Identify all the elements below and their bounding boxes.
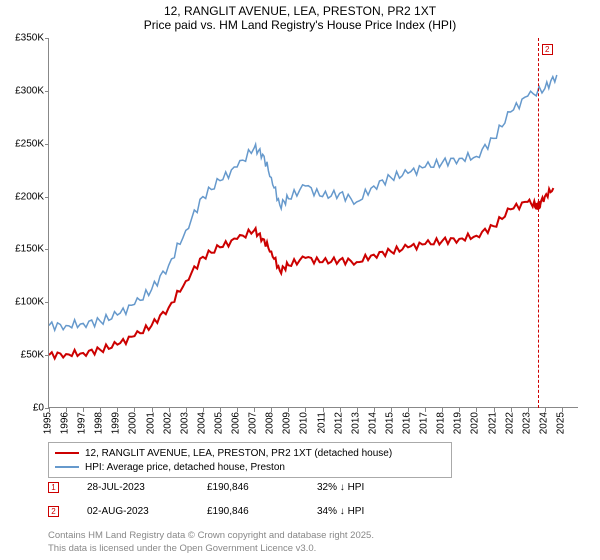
x-tick-label: 2005 [213,412,224,434]
x-tick-label: 2015 [384,412,395,434]
x-tick-label: 2002 [162,412,173,434]
x-tick-label: 2001 [145,412,156,434]
x-tick-label: 2016 [402,412,413,434]
marker-num-1: 1 [51,483,55,492]
y-tick-mark [45,91,49,92]
x-tick-label: 2006 [231,412,242,434]
x-tick-label: 2020 [470,412,481,434]
x-tick-label: 2010 [299,412,310,434]
y-tick-label: £200K [0,191,44,202]
x-tick-label: 1995 [43,412,54,434]
legend-box: 12, RANGLIT AVENUE, LEA, PRESTON, PR2 1X… [48,442,452,478]
attribution-line2: This data is licensed under the Open Gov… [48,543,316,554]
marker-2-vline [538,38,539,408]
x-tick-label: 1997 [77,412,88,434]
marker-num-2: 2 [51,507,55,516]
x-tick-label: 2000 [128,412,139,434]
data-row-1: 1 28-JUL-2023 £190,846 32% ↓ HPI [48,482,578,493]
y-tick-label: £0 [0,403,44,414]
plot-area: 2 [48,38,578,408]
x-tick-label: 1998 [94,412,105,434]
data-row-2-date: 02-AUG-2023 [87,506,207,517]
legend-label-hpi: HPI: Average price, detached house, Pres… [85,462,285,473]
data-row-1-price: £190,846 [207,482,317,493]
y-tick-mark [45,355,49,356]
y-tick-label: £300K [0,85,44,96]
x-tick-label: 2019 [453,412,464,434]
y-tick-mark [45,197,49,198]
data-row-2: 2 02-AUG-2023 £190,846 34% ↓ HPI [48,506,578,517]
series-plot [49,38,579,408]
x-tick-label: 2011 [316,412,327,434]
x-tick-label: 2014 [367,412,378,434]
x-tick-label: 2009 [282,412,293,434]
y-tick-mark [45,38,49,39]
x-tick-label: 2025 [555,412,566,434]
x-tick-label: 2024 [538,412,549,434]
chart-title-line2: Price paid vs. HM Land Registry's House … [0,18,600,36]
y-tick-label: £250K [0,138,44,149]
chart-title-line1: 12, RANGLIT AVENUE, LEA, PRESTON, PR2 1X… [0,0,600,18]
y-tick-mark [45,144,49,145]
y-tick-mark [45,249,49,250]
series-property [49,188,553,358]
chart-marker-2-top: 2 [542,44,553,55]
data-row-2-price: £190,846 [207,506,317,517]
y-tick-label: £100K [0,297,44,308]
series-hpi [49,75,557,330]
x-tick-label: 2018 [436,412,447,434]
marker-box-2: 2 [48,506,59,517]
x-tick-label: 2007 [248,412,259,434]
x-tick-label: 2008 [265,412,276,434]
x-tick-label: 1996 [60,412,71,434]
data-row-1-date: 28-JUL-2023 [87,482,207,493]
x-tick-label: 1999 [111,412,122,434]
legend-item-hpi: HPI: Average price, detached house, Pres… [55,460,445,474]
marker-box-1: 1 [48,482,59,493]
data-row-1-delta: 32% ↓ HPI [317,482,364,493]
x-tick-label: 2022 [504,412,515,434]
x-tick-label: 2013 [350,412,361,434]
x-tick-label: 2012 [333,412,344,434]
y-tick-mark [45,302,49,303]
x-tick-label: 2003 [179,412,190,434]
attribution-line1: Contains HM Land Registry data © Crown c… [48,530,374,541]
legend-swatch-hpi [55,466,79,468]
x-tick-label: 2023 [521,412,532,434]
data-row-2-delta: 34% ↓ HPI [317,506,364,517]
x-tick-label: 2017 [419,412,430,434]
legend-item-property: 12, RANGLIT AVENUE, LEA, PRESTON, PR2 1X… [55,446,445,460]
legend-swatch-property [55,452,79,454]
chart-area: 2 £0£50K£100K£150K£200K£250K£300K£350K19… [48,38,578,408]
y-tick-label: £350K [0,33,44,44]
x-tick-label: 2004 [196,412,207,434]
y-tick-label: £50K [0,350,44,361]
x-tick-label: 2021 [487,412,498,434]
y-tick-label: £150K [0,244,44,255]
legend-label-property: 12, RANGLIT AVENUE, LEA, PRESTON, PR2 1X… [85,448,392,459]
